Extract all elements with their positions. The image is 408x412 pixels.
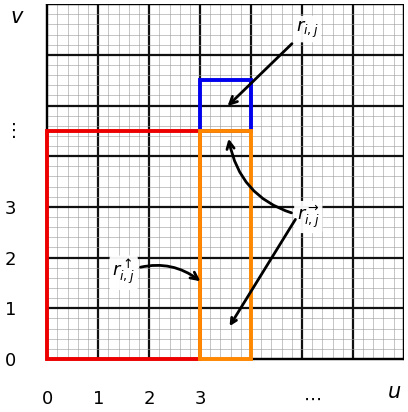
Bar bbox=[200, 80, 251, 131]
Text: $r_{i,j}$: $r_{i,j}$ bbox=[230, 19, 319, 104]
Bar bbox=[200, 131, 251, 359]
Text: $r_{i,j}^{\rightarrow}$: $r_{i,j}^{\rightarrow}$ bbox=[227, 142, 320, 230]
Text: $v$: $v$ bbox=[10, 7, 24, 27]
Text: $u$: $u$ bbox=[387, 382, 401, 402]
Bar bbox=[47, 131, 200, 359]
Text: $r_{i,j}^{\uparrow}$: $r_{i,j}^{\uparrow}$ bbox=[112, 258, 198, 287]
